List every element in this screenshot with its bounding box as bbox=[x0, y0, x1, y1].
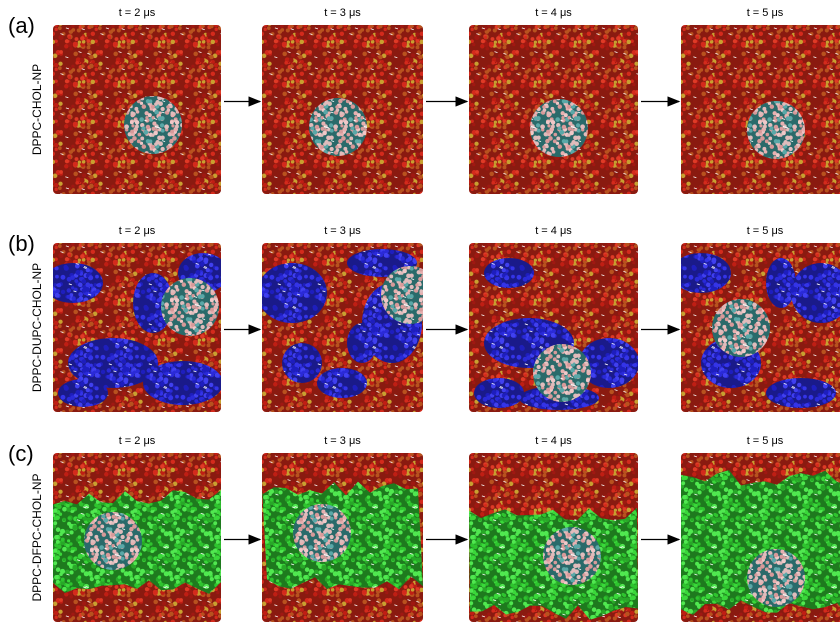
time-label: t = 5 μs bbox=[747, 225, 784, 237]
snapshot bbox=[43, 243, 228, 412]
panel-label: (b) bbox=[8, 231, 35, 256]
time-label: t = 3 μs bbox=[324, 435, 361, 447]
time-label: t = 4 μs bbox=[535, 225, 572, 237]
time-label: t = 5 μs bbox=[747, 435, 784, 447]
system-label: DPPC-DUPC-CHOL-NP bbox=[30, 263, 44, 392]
time-label: t = 3 μs bbox=[324, 7, 361, 19]
time-label: t = 2 μs bbox=[119, 435, 156, 447]
time-label: t = 4 μs bbox=[535, 7, 572, 19]
snapshot bbox=[257, 243, 439, 412]
snapshot bbox=[53, 25, 221, 194]
snapshot bbox=[262, 25, 423, 194]
time-label: t = 2 μs bbox=[119, 7, 156, 19]
snapshot bbox=[671, 243, 840, 412]
snapshot bbox=[681, 453, 840, 622]
snapshot bbox=[469, 243, 639, 412]
time-label: t = 4 μs bbox=[535, 435, 572, 447]
snapshot bbox=[53, 453, 221, 622]
time-label: t = 5 μs bbox=[747, 7, 784, 19]
system-label: DPPC-CHOL-NP bbox=[30, 64, 44, 155]
time-label: t = 2 μs bbox=[119, 225, 156, 237]
snapshot bbox=[262, 453, 423, 622]
snapshot bbox=[681, 25, 840, 194]
panel-label: (a) bbox=[8, 13, 35, 38]
panel-label: (c) bbox=[8, 441, 34, 466]
figure: (a) DPPC-CHOL-NP t = 2 μs t = 3 μs t = 4 μs t… bbox=[0, 0, 840, 624]
snapshot bbox=[469, 453, 638, 622]
time-label: t = 3 μs bbox=[324, 225, 361, 237]
snapshot bbox=[469, 25, 638, 194]
system-label: DPPC-DFPC-CHOL-NP bbox=[30, 473, 44, 601]
